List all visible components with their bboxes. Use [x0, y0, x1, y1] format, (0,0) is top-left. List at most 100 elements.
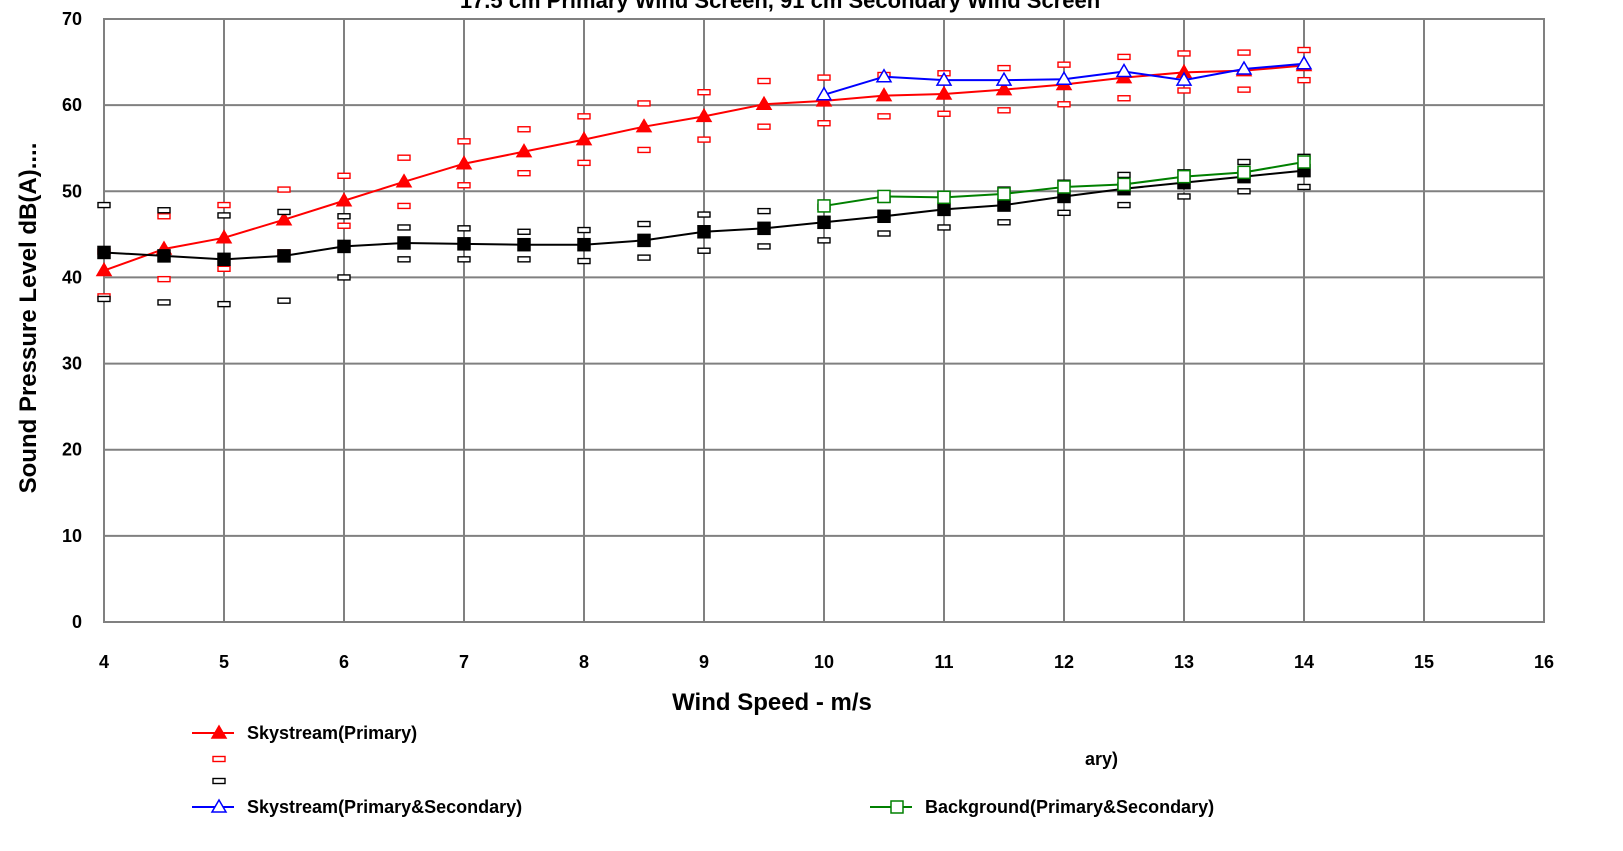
series-lower-marker — [338, 223, 350, 228]
series-point — [1178, 171, 1190, 183]
series-point — [218, 253, 230, 265]
series-upper-marker — [578, 114, 590, 119]
plot-area — [104, 19, 1544, 622]
series-lower-marker — [698, 248, 710, 253]
series-lower-marker — [758, 124, 770, 129]
series-upper-marker — [278, 187, 290, 192]
legend-entry — [213, 757, 225, 762]
legend: Skystream(Primary) Skystream(Primary&Seco… — [192, 723, 1214, 817]
series-lower-marker — [398, 203, 410, 208]
series-lower-marker — [158, 300, 170, 305]
series-upper-marker — [1238, 159, 1250, 164]
chart-title: 17.5 cm Primary Wind Screen, 91 cm Secon… — [460, 0, 1100, 13]
series-lower-marker — [1178, 194, 1190, 199]
y-tick-label: 50 — [62, 181, 82, 201]
series-lower-marker — [218, 266, 230, 271]
y-tick-label: 20 — [62, 440, 82, 460]
series-upper-marker — [1238, 50, 1250, 55]
x-tick-label: 8 — [579, 652, 589, 672]
series-upper-marker — [638, 101, 650, 106]
series-lower-marker — [398, 257, 410, 262]
series-lower-marker — [1058, 210, 1070, 215]
series-lower-marker — [998, 108, 1010, 113]
y-tick-label: 40 — [62, 267, 82, 287]
series-point — [998, 188, 1010, 200]
series-point — [1058, 181, 1070, 193]
series-lower-marker — [878, 114, 890, 119]
series-lower-marker — [818, 238, 830, 243]
legend-label: ary) — [1085, 749, 1118, 769]
series-upper-marker — [758, 79, 770, 84]
x-tick-label: 13 — [1174, 652, 1194, 672]
y-axis-title: Sound Pressure Level dB(A).... — [15, 143, 42, 494]
series-lower-marker — [158, 277, 170, 282]
series-point — [398, 237, 410, 249]
series-point — [938, 203, 950, 215]
series-upper-marker — [398, 225, 410, 230]
series-lower-marker — [1058, 102, 1070, 107]
series-point — [158, 250, 170, 262]
series-point — [578, 239, 590, 251]
series-lower-marker — [1298, 184, 1310, 189]
legend-marker — [213, 779, 225, 784]
series-upper-marker — [218, 213, 230, 218]
legend-entry: Background(Primary&Secondary) — [870, 797, 1214, 817]
series-lower-marker — [638, 255, 650, 260]
series-upper-marker — [98, 203, 110, 208]
series-point — [698, 226, 710, 238]
legend-label: Skystream(Primary&Secondary) — [247, 797, 522, 817]
series-point — [938, 191, 950, 203]
series-lower-marker — [638, 147, 650, 152]
x-tick-label: 7 — [459, 652, 469, 672]
legend-entry: ary) — [1085, 749, 1118, 769]
series-upper-marker — [1118, 172, 1130, 177]
series-point — [818, 200, 830, 212]
series-upper-marker — [1058, 62, 1070, 67]
series-upper-marker — [698, 212, 710, 217]
series-lower-marker — [278, 298, 290, 303]
series-point — [278, 250, 290, 262]
x-tick-label: 10 — [814, 652, 834, 672]
series-point — [98, 246, 110, 258]
series-upper-marker — [998, 66, 1010, 71]
series-upper-marker — [158, 214, 170, 219]
x-tick-label: 9 — [699, 652, 709, 672]
legend-label: Skystream(Primary) — [247, 723, 417, 743]
series-upper-marker — [458, 226, 470, 231]
series-point — [518, 239, 530, 251]
legend-entry — [213, 779, 225, 784]
series-upper-marker — [578, 228, 590, 233]
series-point — [818, 216, 830, 228]
series-upper-marker — [338, 173, 350, 178]
series-point — [1298, 156, 1310, 168]
y-tick-label: 10 — [62, 526, 82, 546]
x-tick-label: 5 — [219, 652, 229, 672]
x-tick-label: 11 — [934, 652, 953, 672]
y-tick-label: 70 — [62, 9, 82, 29]
series-upper-marker — [518, 127, 530, 132]
series-lower-marker — [338, 275, 350, 280]
series-upper-marker — [758, 209, 770, 214]
series-lower-marker — [698, 137, 710, 142]
series-point — [458, 238, 470, 250]
series-lower-marker — [1118, 203, 1130, 208]
series-upper-marker — [1298, 48, 1310, 53]
series-point — [878, 210, 890, 222]
series-lower-marker — [458, 183, 470, 188]
series-lower-marker — [1118, 96, 1130, 101]
y-tick-label: 30 — [62, 354, 82, 374]
series-lower-marker — [98, 296, 110, 301]
series-lower-marker — [1238, 87, 1250, 92]
series-point — [758, 222, 770, 234]
series-point — [1118, 178, 1130, 190]
series-lower-marker — [998, 220, 1010, 225]
series-upper-marker — [698, 90, 710, 95]
x-tick-label: 15 — [1414, 652, 1434, 672]
x-tick-label: 6 — [339, 652, 349, 672]
series-point — [878, 190, 890, 202]
series-upper-marker — [1178, 51, 1190, 56]
series-upper-marker — [278, 209, 290, 214]
series-upper-marker — [638, 222, 650, 227]
y-tick-label: 60 — [62, 95, 82, 115]
